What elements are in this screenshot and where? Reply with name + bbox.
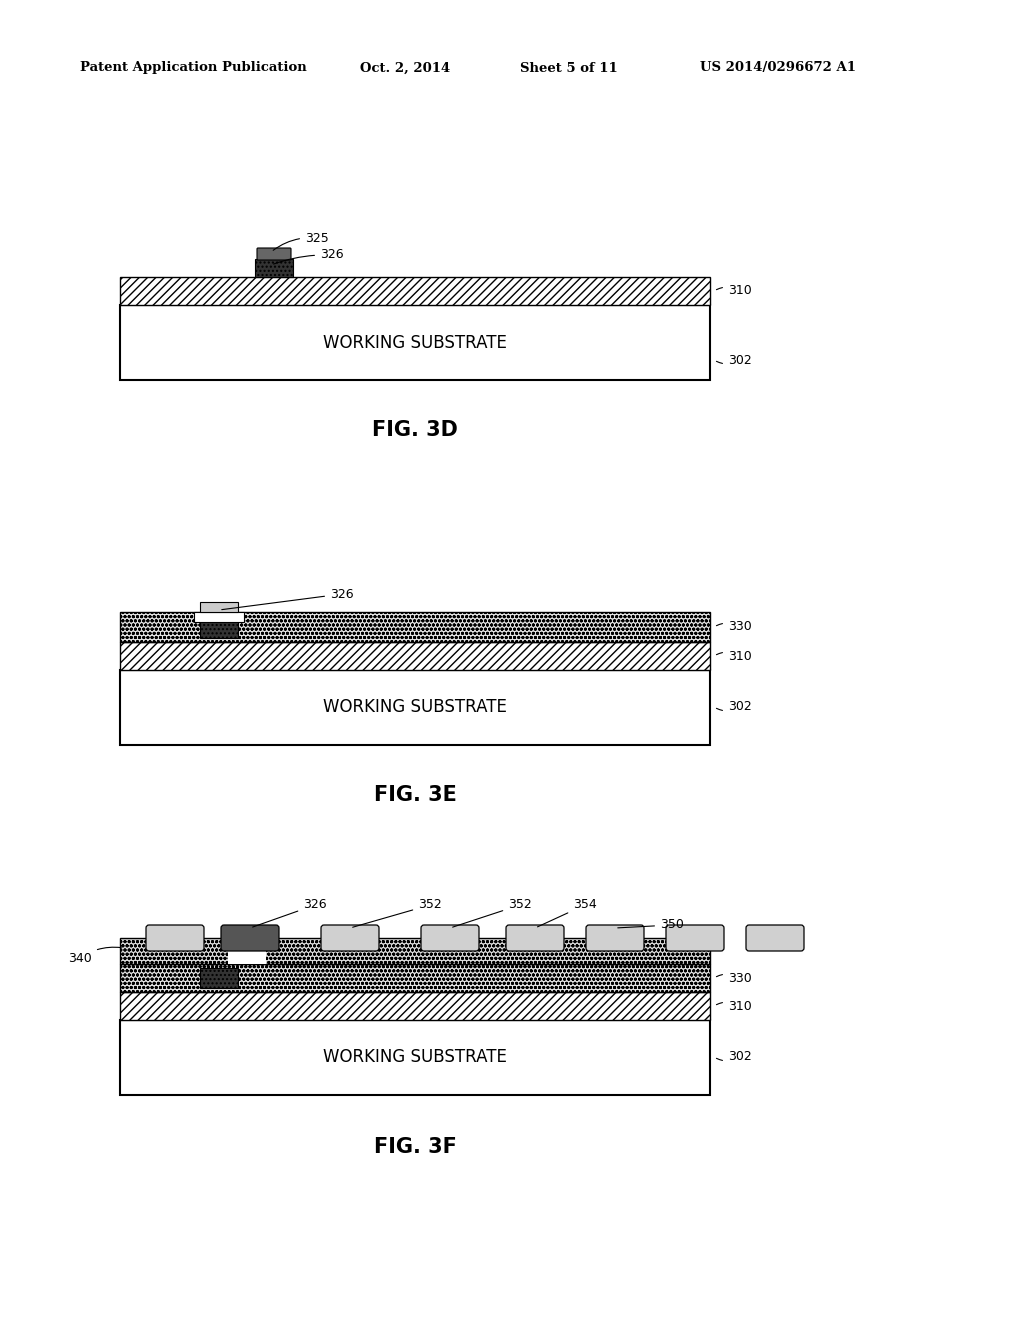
FancyBboxPatch shape [421, 925, 479, 950]
Text: 330: 330 [717, 620, 752, 634]
Text: 350: 350 [617, 919, 684, 932]
FancyBboxPatch shape [666, 925, 724, 950]
Bar [120, 939, 710, 964]
Text: FIG. 3D: FIG. 3D [372, 420, 458, 440]
Text: 302: 302 [717, 354, 752, 367]
Bar [120, 277, 710, 305]
Text: 340: 340 [69, 948, 121, 965]
Bar [120, 671, 710, 744]
Text: 352: 352 [352, 899, 442, 927]
Bar [120, 964, 710, 993]
FancyBboxPatch shape [746, 925, 804, 950]
Text: 310: 310 [717, 999, 752, 1012]
Bar [120, 305, 710, 380]
Text: 326: 326 [273, 248, 344, 264]
Bar [228, 939, 266, 964]
Text: 310: 310 [717, 649, 752, 663]
FancyBboxPatch shape [200, 602, 238, 612]
Text: Patent Application Publication: Patent Application Publication [80, 62, 307, 74]
Text: 352: 352 [453, 899, 531, 927]
Text: 354: 354 [538, 899, 597, 927]
Text: US 2014/0296672 A1: US 2014/0296672 A1 [700, 62, 856, 74]
Text: WORKING SUBSTRATE: WORKING SUBSTRATE [323, 1048, 507, 1067]
FancyBboxPatch shape [321, 925, 379, 950]
Bar [120, 993, 710, 1020]
Bar [194, 612, 244, 622]
Bar [200, 616, 238, 638]
FancyBboxPatch shape [221, 925, 279, 950]
Text: FIG. 3F: FIG. 3F [374, 1137, 457, 1158]
Bar [120, 612, 710, 642]
Text: Sheet 5 of 11: Sheet 5 of 11 [520, 62, 617, 74]
Bar [200, 968, 238, 987]
Text: 325: 325 [273, 231, 329, 251]
FancyBboxPatch shape [586, 925, 644, 950]
FancyBboxPatch shape [506, 925, 564, 950]
Text: 340: 340 [678, 932, 701, 945]
Text: 310: 310 [717, 285, 752, 297]
Bar [255, 259, 293, 277]
Text: FIG. 3E: FIG. 3E [374, 785, 457, 805]
FancyBboxPatch shape [146, 925, 204, 950]
Text: 326: 326 [222, 587, 353, 610]
FancyBboxPatch shape [257, 248, 291, 260]
Bar [120, 1020, 710, 1096]
Text: WORKING SUBSTRATE: WORKING SUBSTRATE [323, 334, 507, 351]
Text: 302: 302 [717, 1051, 752, 1064]
Bar [120, 642, 710, 671]
Text: Oct. 2, 2014: Oct. 2, 2014 [360, 62, 451, 74]
Text: 330: 330 [717, 972, 752, 985]
Text: 302: 302 [717, 701, 752, 714]
Text: 326: 326 [253, 899, 327, 927]
Text: WORKING SUBSTRATE: WORKING SUBSTRATE [323, 698, 507, 717]
